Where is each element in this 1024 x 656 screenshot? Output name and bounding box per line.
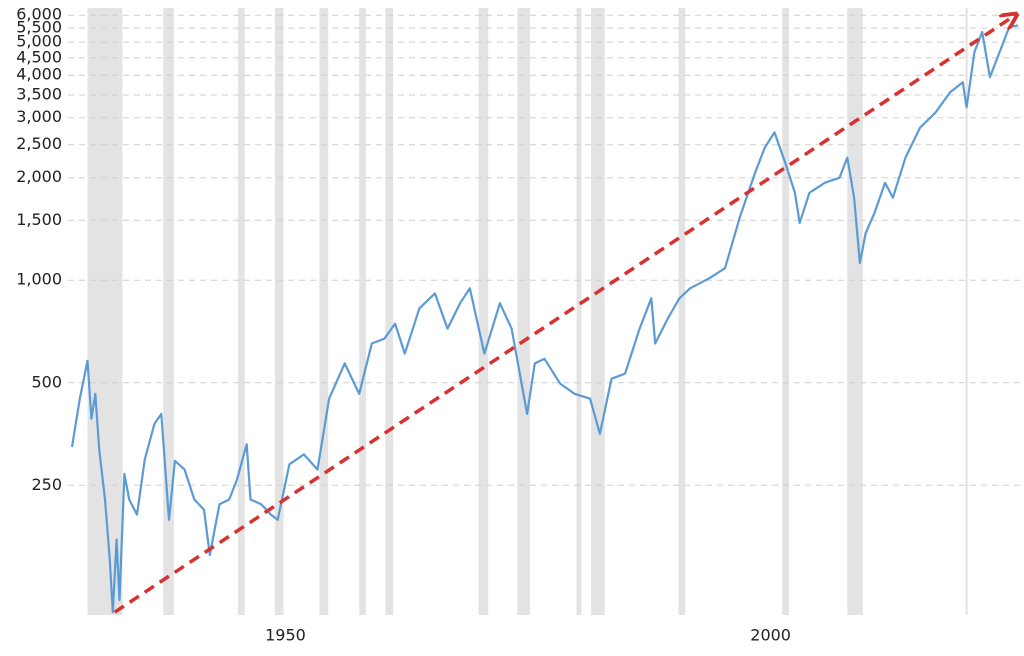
data-line (70, 24, 1019, 614)
recession-band (319, 8, 329, 615)
recession-band (678, 8, 686, 615)
recession-band (385, 8, 394, 615)
recession-band (237, 8, 245, 615)
recession-band (359, 8, 367, 615)
y-tick-label: 500 (31, 372, 62, 391)
recession-band (965, 8, 968, 615)
y-tick-label: 3,000 (16, 107, 62, 126)
y-tick-label: 250 (31, 475, 62, 494)
recession-band (591, 8, 605, 615)
y-tick-label: 4,500 (16, 47, 62, 66)
trend-arrow (113, 15, 1015, 614)
y-tick-label: 1,500 (16, 210, 62, 229)
y-tick-label: 1,000 (16, 270, 62, 289)
recession-band (576, 8, 582, 615)
recession-band (87, 8, 123, 615)
recession-band (274, 8, 284, 615)
y-tick-label: 2,000 (16, 167, 62, 186)
y-tick-label: 3,500 (16, 84, 62, 103)
y-tick-label: 6,000 (16, 5, 62, 24)
y-tick-label: 5,000 (16, 32, 62, 51)
recession-band (847, 8, 863, 615)
y-tick-label: 2,500 (16, 134, 62, 153)
y-tick-label: 4,000 (16, 65, 62, 84)
recession-band (478, 8, 489, 615)
y-tick-label: 5,500 (16, 18, 62, 37)
recession-band (782, 8, 790, 615)
x-tick-label: 2000 (750, 626, 791, 645)
x-tick-label: 1950 (265, 626, 306, 645)
recession-band (517, 8, 530, 615)
recession-band (163, 8, 174, 615)
